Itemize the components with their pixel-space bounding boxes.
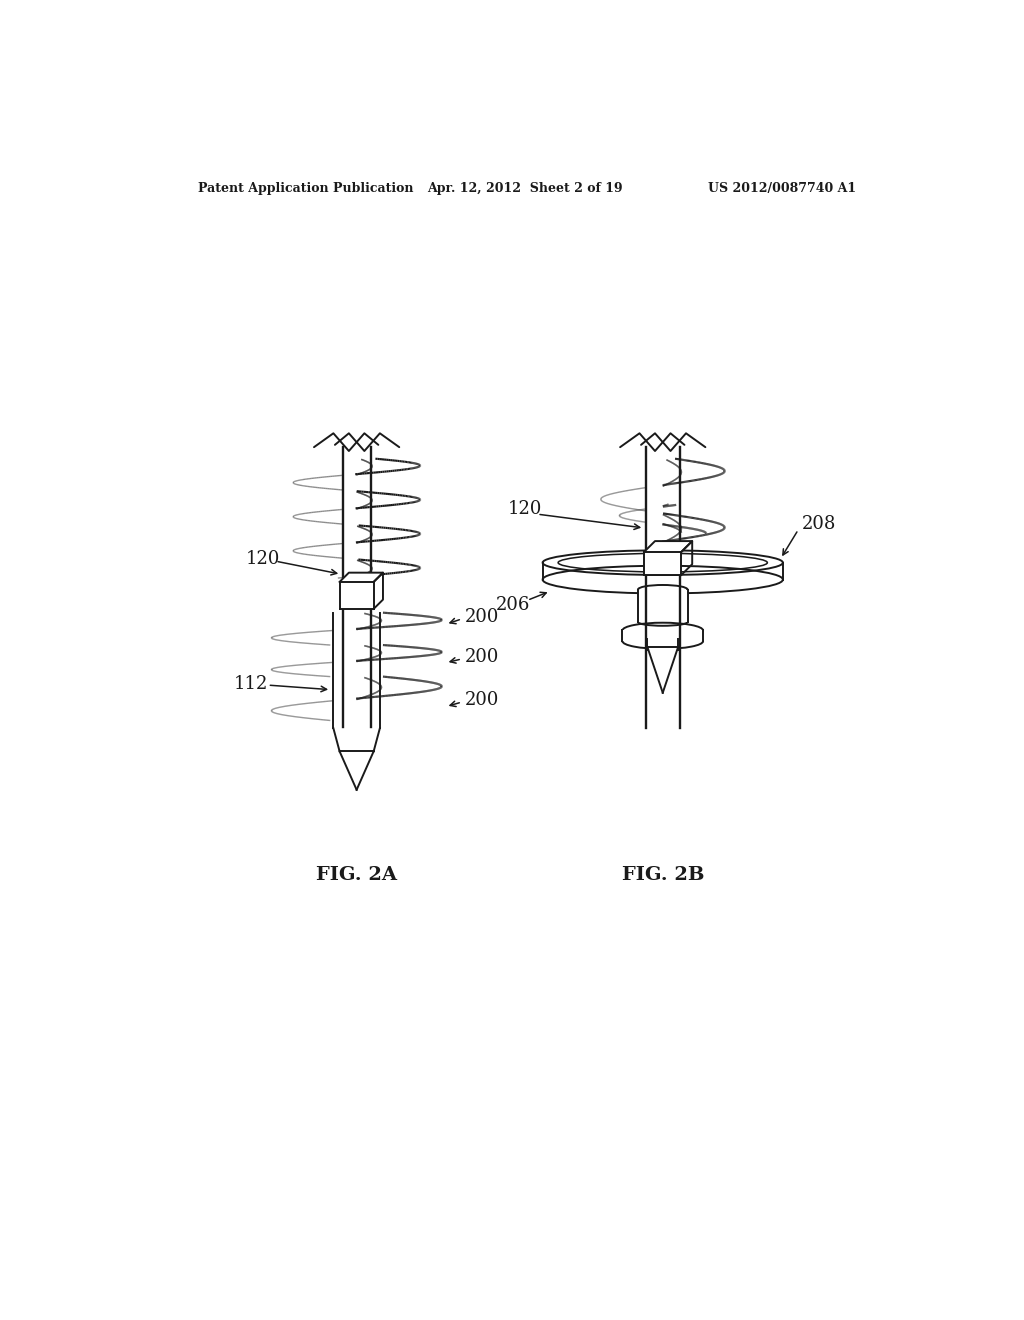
Text: Apr. 12, 2012  Sheet 2 of 19: Apr. 12, 2012 Sheet 2 of 19 xyxy=(427,182,623,194)
Polygon shape xyxy=(334,729,380,789)
Bar xyxy=(340,582,374,609)
Text: FIG. 2B: FIG. 2B xyxy=(622,866,705,883)
Text: US 2012/0087740 A1: US 2012/0087740 A1 xyxy=(709,182,856,194)
Bar xyxy=(644,552,681,576)
Text: 208: 208 xyxy=(802,515,837,533)
Text: 120: 120 xyxy=(508,500,542,517)
Text: 112: 112 xyxy=(234,675,268,693)
Bar xyxy=(638,590,687,622)
Text: 200: 200 xyxy=(465,690,500,709)
Bar xyxy=(623,631,703,642)
Text: 206: 206 xyxy=(496,597,530,614)
Polygon shape xyxy=(340,573,383,582)
Text: 120: 120 xyxy=(246,550,281,568)
Text: Patent Application Publication: Patent Application Publication xyxy=(198,182,414,194)
Text: 200: 200 xyxy=(465,648,500,667)
Bar xyxy=(334,612,380,729)
Polygon shape xyxy=(647,647,678,693)
Bar xyxy=(646,447,680,729)
Text: 200: 200 xyxy=(465,607,500,626)
Bar xyxy=(343,447,371,729)
Text: FIG. 2A: FIG. 2A xyxy=(316,866,397,883)
Polygon shape xyxy=(644,541,692,552)
